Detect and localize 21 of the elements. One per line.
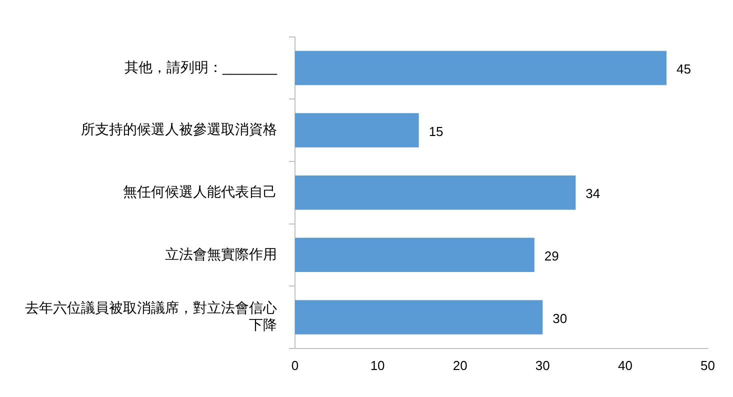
x-tick-label: 40: [618, 358, 632, 373]
bar: [295, 175, 576, 210]
data-label: 45: [676, 62, 691, 77]
x-tick-label: 50: [700, 358, 716, 373]
y-tick-label: 立法會無實際作用: [165, 246, 277, 262]
y-tick-label: 其他，請列明：_______: [124, 58, 278, 75]
x-tick-label: 20: [452, 358, 468, 373]
x-tick-label: 10: [370, 358, 385, 373]
y-tick-label: 所支持的候選人被參選取消資格: [81, 121, 277, 138]
bar: [295, 113, 419, 148]
y-tick-label: 無任何候選人能代表自己: [123, 183, 277, 200]
y-tick-label: 去年六位議員被取消議席，對立法會信心下降: [25, 300, 277, 332]
data-label: 30: [552, 310, 568, 326]
bar: [295, 300, 543, 334]
data-label: 29: [544, 248, 559, 264]
x-tick-label: 30: [535, 358, 550, 373]
data-label: 34: [586, 186, 600, 202]
data-label: 15: [428, 124, 444, 139]
bar: [295, 50, 666, 86]
x-tick-label: 0: [291, 358, 299, 373]
bar: [295, 238, 534, 272]
